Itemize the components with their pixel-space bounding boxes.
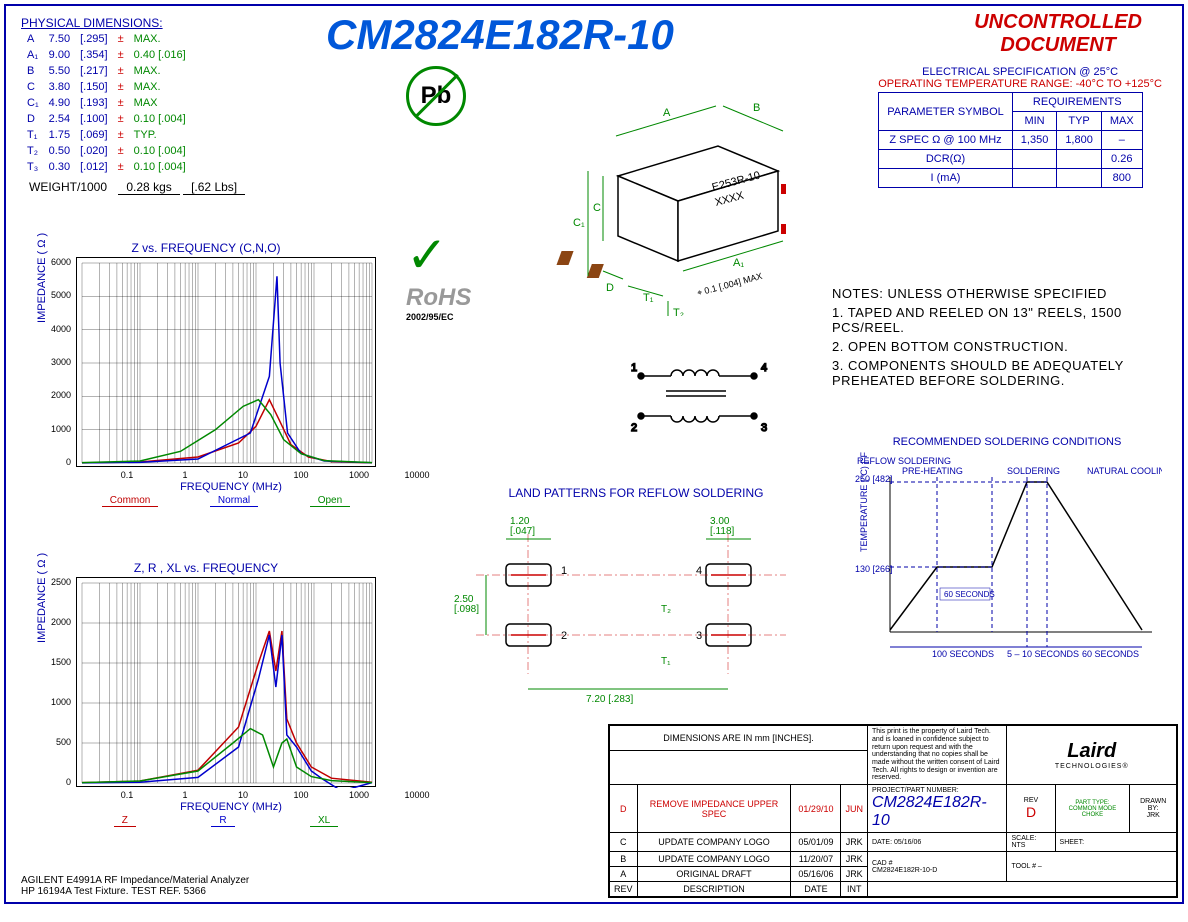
chart1-ylabel: IMPEDANCE ( Ω ) xyxy=(36,233,48,323)
company-sub: TECHNOLOGIES® xyxy=(1011,763,1172,770)
svg-text:B: B xyxy=(753,102,760,114)
svg-text:3: 3 xyxy=(761,422,767,434)
svg-text:T₂: T₂ xyxy=(661,604,671,615)
svg-text:NATURAL COOLING: NATURAL COOLING xyxy=(1087,466,1162,476)
physical-dimensions: PHYSICAL DIMENSIONS: A7.50[.295]±MAX.A₁9… xyxy=(21,16,245,194)
svg-text:2: 2 xyxy=(561,630,567,642)
weight-row: WEIGHT/1000 0.28 kgs [.62 Lbs] xyxy=(21,180,245,194)
weight-kg: 0.28 kgs xyxy=(118,180,179,195)
legend-item: XL xyxy=(310,815,338,827)
svg-text:60 SECONDS: 60 SECONDS xyxy=(1082,649,1139,659)
chart2-ylabel: IMPEDANCE ( Ω ) xyxy=(36,553,48,643)
solder-profile: RECOMMENDED SOLDERING CONDITIONS REFLOW … xyxy=(852,436,1162,672)
svg-text:A: A xyxy=(663,107,671,119)
chart2-title: Z, R , XL vs. FREQUENCY xyxy=(26,561,386,575)
chart1-title: Z vs. FREQUENCY (C,N,O) xyxy=(26,241,386,255)
svg-text:T₁: T₁ xyxy=(643,292,654,304)
component-drawing: Pb ✓ RoHS 2002/95/EC E253R-10 XXXX xyxy=(406,66,786,346)
agilent-l1: AGILENT E4991A RF Impedance/Material Ana… xyxy=(21,875,249,886)
schematic-symbol: 1 4 2 3 xyxy=(626,356,786,446)
agilent-l2: HP 16194A Test Fixture. TEST REF. 5366 xyxy=(21,886,249,897)
svg-text:PRE-HEATING: PRE-HEATING xyxy=(902,466,963,476)
svg-text:⌖ 0.1 [.004] MAX: ⌖ 0.1 [.004] MAX xyxy=(695,271,762,298)
company-name: Laird xyxy=(1011,740,1172,763)
legend-item: R xyxy=(211,815,234,827)
note-item: 2. OPEN BOTTOM CONSTRUCTION. xyxy=(832,339,1162,354)
svg-text:1: 1 xyxy=(631,362,637,374)
chart1-legend: Common Normal Open xyxy=(76,495,376,507)
phys-dim-header: PHYSICAL DIMENSIONS: xyxy=(21,16,245,30)
pb-free-icon: Pb xyxy=(406,66,466,126)
svg-text:TEMPERATURE (°C) [°F]: TEMPERATURE (°C) [°F] xyxy=(859,452,869,552)
svg-text:2: 2 xyxy=(631,422,637,434)
elec-h2: OPERATING TEMPERATURE RANGE: -40°C TO +1… xyxy=(878,78,1162,90)
legend-item: Normal xyxy=(210,495,258,507)
phys-dim-table: A7.50[.295]±MAX.A₁9.00[.354]±0.40 [.016]… xyxy=(21,30,192,176)
svg-text:250 [482]: 250 [482] xyxy=(855,474,893,484)
legend-item: Common xyxy=(102,495,159,507)
note-item: 3. COMPONENTS SHOULD BE ADEQUATELY PREHE… xyxy=(832,358,1162,388)
notes-block: NOTES: UNLESS OTHERWISE SPECIFIED 1. TAP… xyxy=(832,286,1162,392)
weight-lb: [.62 Lbs] xyxy=(183,180,245,195)
title-block: DIMENSIONS ARE IN mm [INCHES]. This prin… xyxy=(608,724,1178,898)
chart1-xlabel: FREQUENCY (MHz) xyxy=(76,481,386,493)
solder-title: RECOMMENDED SOLDERING CONDITIONS xyxy=(852,436,1162,448)
chart2-box: IMPEDANCE ( Ω ) 050010001500200025000.11… xyxy=(76,577,376,787)
dim-note: DIMENSIONS ARE IN mm [INCHES]. xyxy=(610,726,868,751)
svg-text:[.098]: [.098] xyxy=(454,604,479,615)
datasheet-page: CM2824E182R-10 UNCONTROLLED DOCUMENT PHY… xyxy=(4,4,1184,904)
notes-header: NOTES: UNLESS OTHERWISE SPECIFIED xyxy=(832,286,1162,301)
uncontrolled-l1: UNCONTROLLED xyxy=(974,11,1142,34)
check-icon: ✓ xyxy=(406,227,448,283)
legend-item: Z xyxy=(114,815,136,827)
pb-text: Pb xyxy=(421,82,452,110)
impedance-chart-cno: Z vs. FREQUENCY (C,N,O) IMPEDANCE ( Ω ) … xyxy=(26,241,386,531)
note-item: 1. TAPED AND REELED ON 13" REELS, 1500 P… xyxy=(832,305,1162,335)
svg-text:100 SECONDS: 100 SECONDS xyxy=(932,649,994,659)
chart2-legend: Z R XL xyxy=(76,815,376,827)
rohs-directive: 2002/95/EC xyxy=(406,312,508,322)
uncontrolled-l2: DOCUMENT xyxy=(974,34,1142,57)
svg-text:SOLDERING: SOLDERING xyxy=(1007,466,1060,476)
uncontrolled-stamp: UNCONTROLLED DOCUMENT xyxy=(974,11,1142,57)
part-title: CM2824E182R-10 xyxy=(326,11,674,59)
svg-text:REFLOW SOLDERING: REFLOW SOLDERING xyxy=(857,456,951,466)
svg-text:T₂: T₂ xyxy=(673,307,684,316)
svg-text:D: D xyxy=(606,282,614,294)
elec-h1: ELECTRICAL SPECIFICATION @ 25°C xyxy=(878,66,1162,78)
land-pattern: LAND PATTERNS FOR REFLOW SOLDERING 1 2 4… xyxy=(446,486,826,704)
svg-text:60 SECONDS: 60 SECONDS xyxy=(944,590,995,599)
chart2-xlabel: FREQUENCY (MHz) xyxy=(76,801,386,813)
legend-item: Open xyxy=(310,495,350,507)
svg-text:130 [266]: 130 [266] xyxy=(855,564,893,574)
svg-text:A₁: A₁ xyxy=(733,257,744,269)
company-logo: Laird TECHNOLOGIES® xyxy=(1007,726,1177,785)
svg-text:C₁: C₁ xyxy=(573,217,585,229)
svg-text:T₁: T₁ xyxy=(661,656,671,667)
test-equipment-note: AGILENT E4991A RF Impedance/Material Ana… xyxy=(21,875,249,897)
elec-table: PARAMETER SYMBOLREQUIREMENTS MINTYPMAXZ … xyxy=(878,92,1142,188)
svg-text:C: C xyxy=(593,202,601,214)
weight-label: WEIGHT/1000 xyxy=(21,180,115,194)
electrical-spec: ELECTRICAL SPECIFICATION @ 25°C OPERATIN… xyxy=(878,66,1162,188)
svg-text:5 – 10 SECONDS: 5 – 10 SECONDS xyxy=(1007,649,1079,659)
impedance-chart-zrxl: Z, R , XL vs. FREQUENCY IMPEDANCE ( Ω ) … xyxy=(26,561,386,851)
legal-text: This print is the property of Laird Tech… xyxy=(867,726,1007,785)
rohs-label: RoHS xyxy=(406,284,471,311)
svg-text:[.047]: [.047] xyxy=(510,526,535,537)
component-iso-view: E253R-10 XXXX A B C₁ C D A₁ T xyxy=(528,66,786,316)
svg-text:3: 3 xyxy=(696,630,702,642)
chart1-box: IMPEDANCE ( Ω ) 010002000300040005000600… xyxy=(76,257,376,467)
land-title: LAND PATTERNS FOR REFLOW SOLDERING xyxy=(446,486,826,500)
svg-text:4: 4 xyxy=(761,362,767,374)
svg-text:7.20 [.283]: 7.20 [.283] xyxy=(586,694,633,704)
svg-text:[.118]: [.118] xyxy=(710,526,734,537)
